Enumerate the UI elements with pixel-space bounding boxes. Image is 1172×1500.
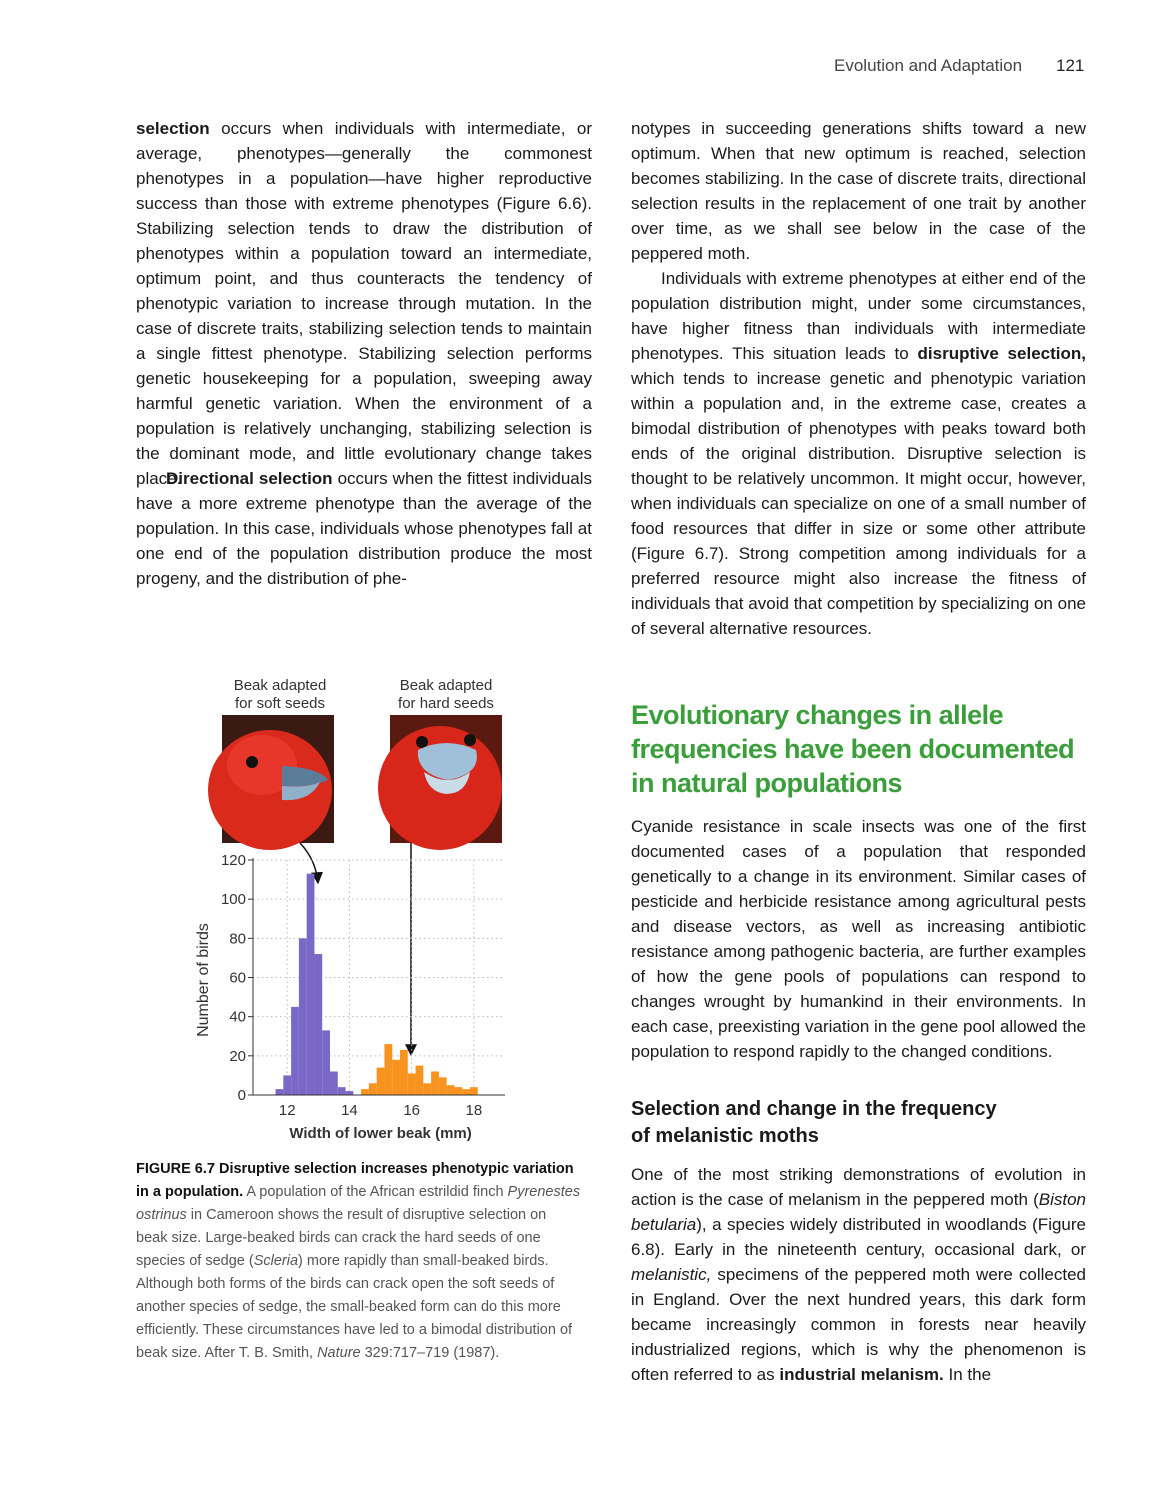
histogram-bar [275, 1089, 284, 1095]
annotation: Beak adapted [234, 677, 327, 694]
text: specimens of the peppered moth were coll… [631, 1265, 1086, 1384]
text: A population of the African estrildid fi… [243, 1184, 508, 1200]
text: ) more rapidly than small-beaked birds. … [136, 1253, 573, 1361]
subsection-heading: Selection and change in the frequency of … [631, 1096, 997, 1150]
text: notypes in succeeding generations shifts… [631, 119, 1086, 263]
histogram-bar [314, 954, 323, 1095]
italic-text: Pyrenestes ostrinus [136, 1184, 581, 1223]
bold-text: industrial melanism. [779, 1365, 944, 1384]
histogram-bar [462, 1089, 470, 1095]
histogram-bar [407, 1073, 416, 1095]
y-tick-label: 60 [229, 970, 246, 987]
text: 329:717–719 (1987). [360, 1345, 500, 1361]
paragraph: Directional selection occurs when the fi… [136, 466, 592, 591]
bird-photo-hard [378, 715, 502, 850]
text: in Cameroon shows the result of disrupti… [136, 1207, 547, 1269]
histogram-bar [361, 1089, 369, 1095]
histogram-bar [384, 1044, 393, 1095]
text: Cyanide resistance in scale insects was … [631, 817, 1086, 1061]
x-tick-label: 16 [403, 1102, 420, 1119]
x-tick-label: 12 [279, 1102, 296, 1119]
annotation: for soft seeds [235, 695, 325, 712]
text: occurs when the fittest individuals have… [136, 469, 592, 588]
bold-text: selection [136, 119, 210, 138]
italic-text: Scleria [253, 1253, 299, 1269]
italic-text: Nature [317, 1345, 361, 1361]
histogram-bar [400, 1049, 408, 1095]
heading-line: Selection and change in the frequency [631, 1098, 997, 1120]
histogram-bar [415, 1065, 424, 1095]
histogram-bar [330, 1071, 338, 1095]
y-tick-label: 80 [229, 930, 246, 947]
text: Individuals with extreme phenotypes at e… [631, 269, 1086, 363]
x-axis-label: Width of lower beak (mm) [289, 1125, 471, 1142]
bird-photo-soft [208, 715, 334, 850]
bold-text: disruptive selection, [917, 344, 1086, 363]
histogram-bar [322, 1030, 330, 1095]
histogram-bar [438, 1077, 447, 1095]
y-tick-label: 20 [229, 1048, 246, 1065]
heading-line: in natural populations [631, 768, 903, 798]
paragraph: One of the most striking demonstrations … [631, 1162, 1086, 1387]
italic-text: melanistic, [631, 1265, 712, 1284]
heading-line: of melanistic moths [631, 1125, 819, 1147]
histogram-bar [376, 1067, 385, 1095]
paragraph: Cyanide resistance in scale insects was … [631, 814, 1086, 1064]
running-head: Evolution and Adaptation [834, 56, 1023, 75]
x-tick-label: 14 [341, 1102, 358, 1119]
histogram-bar [446, 1085, 455, 1095]
histogram-bar [431, 1071, 439, 1095]
x-tick-label: 18 [466, 1102, 483, 1119]
histogram-bar [306, 873, 315, 1095]
histogram-bar [368, 1083, 377, 1095]
annotation: for hard seeds [398, 695, 494, 712]
italic-text: Biston betularia [631, 1190, 1086, 1234]
histogram-bar [454, 1087, 463, 1095]
heading-line: Evolutionary changes in allele [631, 700, 1004, 730]
page-number: 121 [1056, 56, 1085, 75]
text: occurs when individuals with intermediat… [136, 119, 592, 488]
text: In the [943, 1365, 992, 1384]
y-tick-label: 100 [221, 891, 246, 908]
bold-text: Directional selection [166, 469, 333, 488]
paragraph: selection occurs when individuals with i… [136, 116, 592, 491]
bold-text: Disruptive selection increases phenotypi… [136, 1161, 574, 1200]
histogram-bar [283, 1075, 292, 1095]
arrow [299, 842, 324, 885]
bold-text: FIGURE 6.7 [136, 1161, 215, 1177]
heading-line: frequencies have been documented [631, 734, 1075, 764]
y-tick-label: 120 [221, 852, 246, 869]
text: One of the most striking demonstrations … [631, 1165, 1086, 1209]
section-heading: Evolutionary changes in allele frequencie… [631, 698, 1075, 800]
histogram-bar [423, 1083, 432, 1095]
text: which tends to increase genetic and phen… [631, 369, 1086, 638]
histogram-bar [392, 1059, 400, 1095]
y-tick-label: 0 [238, 1087, 246, 1104]
histogram-bar [470, 1087, 478, 1095]
paragraph: notypes in succeeding generations shifts… [631, 116, 1086, 266]
histogram-bar [345, 1091, 354, 1095]
y-axis-label: Number of birds [195, 923, 212, 1037]
histogram-bar [298, 938, 307, 1095]
y-tick-label: 40 [229, 1009, 246, 1026]
paragraph: Individuals with extreme phenotypes at e… [631, 266, 1086, 641]
figure-caption: FIGURE 6.7 Disruptive selection increase… [136, 1158, 581, 1365]
histogram-bar [337, 1087, 346, 1095]
annotation: Beak adapted [400, 677, 493, 694]
text: ), a species widely distributed in woodl… [631, 1215, 1086, 1259]
histogram-bar [291, 1006, 299, 1095]
